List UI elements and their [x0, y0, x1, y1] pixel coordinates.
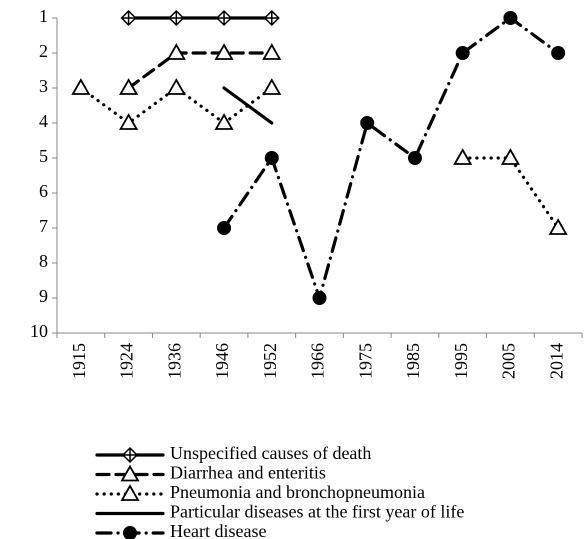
y-tick-label: 9: [39, 286, 48, 306]
marker: [123, 526, 137, 539]
series-line: [222, 86, 274, 125]
legend-label: Particular diseases at the first year of…: [170, 502, 464, 522]
marker: [120, 464, 140, 482]
marker: [217, 221, 232, 235]
legend-label: Heart disease: [170, 521, 266, 539]
x-tick-label: 2005: [499, 343, 519, 379]
x-tick-label: 1946: [212, 343, 232, 379]
marker: [407, 151, 422, 165]
marker: [121, 446, 139, 464]
marker: [264, 151, 279, 165]
marker: [119, 78, 139, 95]
marker: [166, 43, 186, 60]
marker: [500, 148, 520, 165]
marker: [503, 11, 518, 25]
legend-item: Pneumonia and bronchopneumonia: [95, 482, 425, 502]
legend-label: Pneumonia and bronchopneumonia: [170, 482, 425, 502]
marker: [312, 291, 327, 305]
marker: [119, 113, 139, 130]
x-tick-label: 2014: [546, 343, 566, 379]
y-tick-label: 1: [39, 6, 48, 26]
legend-item: Particular diseases at the first year of…: [95, 502, 464, 522]
x-tick-label: 1936: [164, 343, 184, 379]
y-tick-label: 6: [39, 181, 48, 201]
marker: [71, 78, 91, 95]
series-line: [222, 16, 560, 304]
marker: [548, 218, 568, 235]
legend-label: Unspecified causes of death: [170, 443, 371, 463]
marker: [214, 113, 234, 130]
y-tick-label: 7: [39, 216, 48, 236]
marker: [262, 78, 282, 95]
x-tick-label: 1966: [308, 343, 328, 379]
x-tick-label: 1924: [117, 343, 137, 379]
y-tick-label: 2: [39, 41, 48, 61]
legend-item: Unspecified causes of death: [95, 443, 371, 464]
marker: [551, 46, 566, 60]
series-line: [126, 51, 274, 90]
y-tick-label: 10: [30, 321, 48, 341]
marker: [263, 9, 280, 27]
marker: [453, 148, 473, 165]
marker: [120, 9, 137, 27]
legend-item: Heart disease: [95, 521, 266, 539]
x-tick-label: 1995: [451, 343, 471, 379]
marker: [168, 9, 185, 27]
marker: [214, 43, 234, 60]
y-tick-label: 3: [39, 76, 48, 96]
x-tick-label: 1985: [403, 343, 423, 379]
y-tick-label: 5: [39, 146, 48, 166]
y-tick-label: 4: [39, 111, 48, 131]
marker: [262, 43, 282, 60]
marker: [120, 484, 140, 501]
marker: [360, 116, 375, 130]
x-tick-label: 1952: [260, 343, 280, 379]
marker: [166, 78, 186, 95]
marker: [455, 46, 470, 60]
legend-label: Diarrhea and enteritis: [170, 463, 326, 483]
x-tick-label: 1975: [355, 343, 375, 379]
y-tick-label: 8: [39, 251, 48, 271]
legend-item: Diarrhea and enteritis: [95, 463, 326, 483]
marker: [215, 9, 233, 27]
series-line: [79, 86, 560, 230]
x-tick-label: 1915: [69, 343, 89, 379]
